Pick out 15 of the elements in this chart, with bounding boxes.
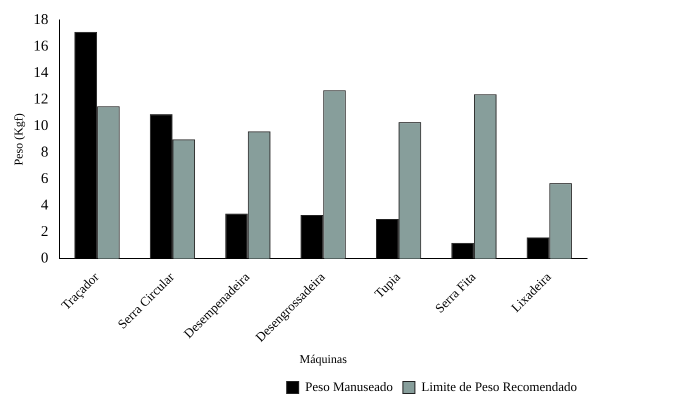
legend-label: Peso Manuseado	[305, 378, 393, 394]
y-tick-label: 12	[33, 92, 48, 108]
y-tick-label: 18	[33, 12, 48, 28]
x-tick-label: Serra Fita	[432, 269, 479, 316]
y-tick-label: 10	[33, 118, 48, 134]
y-tick-label: 0	[40, 250, 48, 267]
legend-label: Limite de Peso Recomendado	[421, 378, 578, 394]
y-tick-label: 16	[33, 38, 49, 54]
y-tick-label: 8	[40, 144, 48, 161]
y-tick-label: 6	[40, 171, 49, 188]
y-tick-label: 14	[33, 64, 49, 81]
x-axis-title: Máquinas	[300, 352, 348, 366]
y-tick-label: 4	[40, 198, 49, 214]
y-axis-title: Peso (Kgf)	[11, 113, 26, 166]
y-tick-label: 2	[40, 224, 48, 240]
